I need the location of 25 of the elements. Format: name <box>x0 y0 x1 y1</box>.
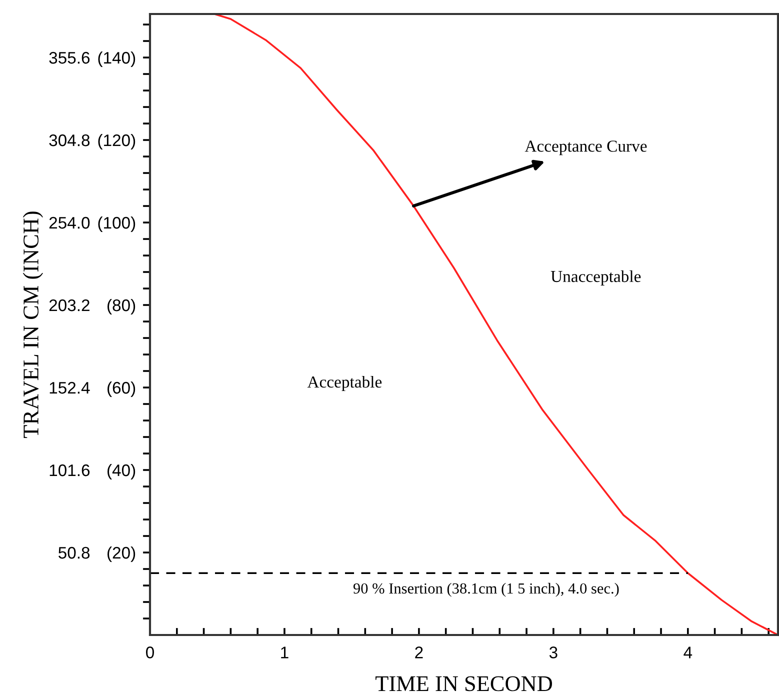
y2-tick-label: (40) <box>108 464 136 480</box>
x-tick-label: 3 <box>549 646 558 658</box>
y-tick-label: 152.4 <box>50 382 90 394</box>
y-tick-label: 50.8 <box>58 546 90 559</box>
annotation: 90 % Insertion (38.1cm (1 5 inch), 4.0 sec.) <box>353 582 619 597</box>
y2-tick-label: (60) <box>108 381 136 397</box>
y2-tick-label: (80) <box>108 298 136 314</box>
y-tick-label: 355.6 <box>49 52 90 64</box>
y2-tick-label: (20) <box>108 546 136 562</box>
annotation: Unacceptable <box>550 270 641 286</box>
x-tick-label: 2 <box>415 646 423 658</box>
x-axis-title: TIME IN SECOND <box>376 676 552 692</box>
annotation: Acceptance Curve <box>524 140 647 156</box>
x-tick-label: 4 <box>684 646 692 658</box>
x-tick-label: 1 <box>281 646 288 658</box>
y-tick-label: 254.0 <box>49 216 90 229</box>
y2-tick-label: (140) <box>98 51 136 68</box>
y2-tick-label: (120) <box>98 134 136 150</box>
x-tick-label: 0 <box>146 646 154 658</box>
y-tick-label: 101.6 <box>50 464 90 476</box>
y-tick-label: 304.8 <box>49 134 90 146</box>
annotation: Acceptable <box>307 376 382 392</box>
y2-tick-label: (100) <box>98 216 136 232</box>
y-axis-title: TRAVEL IN CM (INCH) <box>22 212 44 438</box>
y-tick-label: 203.2 <box>49 299 90 312</box>
